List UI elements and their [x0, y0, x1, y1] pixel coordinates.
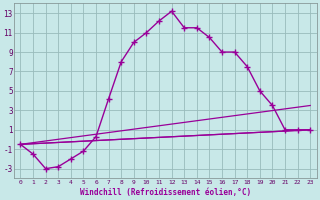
X-axis label: Windchill (Refroidissement éolien,°C): Windchill (Refroidissement éolien,°C): [80, 188, 251, 197]
